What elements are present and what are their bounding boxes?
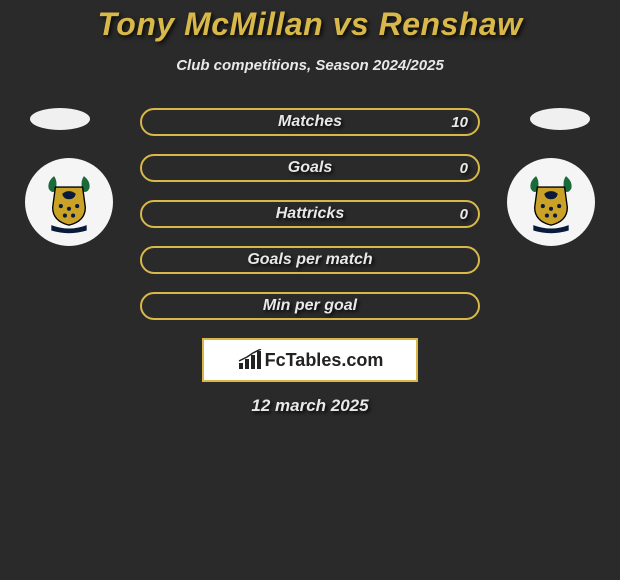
stat-label: Goals per match bbox=[247, 251, 372, 269]
stat-row-hattricks: Hattricks 0 bbox=[140, 200, 480, 228]
stat-label: Goals bbox=[288, 159, 332, 177]
logo-label: FcTables.com bbox=[265, 350, 384, 371]
player-avatar-right bbox=[530, 108, 590, 130]
date-line: 12 march 2025 bbox=[0, 396, 620, 416]
chart-icon bbox=[237, 349, 263, 371]
logo-text: FcTables.com bbox=[237, 349, 384, 371]
stat-row-matches: Matches 10 bbox=[140, 108, 480, 136]
stat-label: Matches bbox=[278, 113, 342, 131]
stat-label: Hattricks bbox=[276, 205, 344, 223]
logo-box: FcTables.com bbox=[202, 338, 418, 382]
stat-value-right: 10 bbox=[451, 114, 468, 131]
stat-row-min-per-goal: Min per goal bbox=[140, 292, 480, 320]
page-title: Tony McMillan vs Renshaw bbox=[0, 6, 620, 43]
crest-icon bbox=[517, 168, 585, 236]
crest-icon bbox=[35, 168, 103, 236]
stat-row-goals-per-match: Goals per match bbox=[140, 246, 480, 274]
stats-zone: Matches 10 Goals 0 Hattricks 0 Goals per… bbox=[0, 108, 620, 320]
stat-value-right: 0 bbox=[460, 206, 468, 223]
player-avatar-left bbox=[30, 108, 90, 130]
subtitle: Club competitions, Season 2024/2025 bbox=[0, 57, 620, 74]
club-crest-left bbox=[25, 158, 113, 246]
stat-row-goals: Goals 0 bbox=[140, 154, 480, 182]
stat-value-right: 0 bbox=[460, 160, 468, 177]
club-crest-right bbox=[507, 158, 595, 246]
stat-label: Min per goal bbox=[263, 297, 357, 315]
